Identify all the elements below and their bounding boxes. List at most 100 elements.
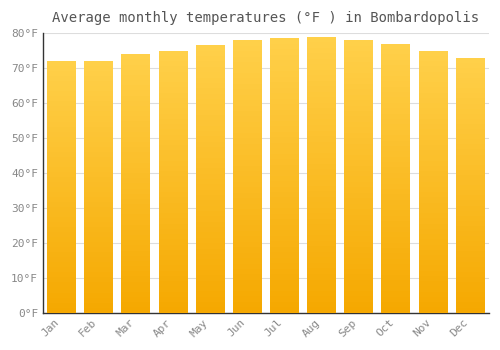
Bar [307, 236, 336, 241]
Bar [84, 71, 113, 76]
Bar [158, 276, 188, 281]
Bar [233, 193, 262, 198]
Bar [47, 142, 76, 147]
Bar [270, 55, 299, 61]
Bar [196, 51, 224, 56]
Bar [382, 124, 410, 130]
Bar [196, 190, 224, 195]
Bar [456, 185, 485, 190]
Bar [233, 269, 262, 274]
Bar [122, 251, 150, 256]
Bar [158, 307, 188, 313]
Bar [344, 171, 374, 176]
Bar [84, 86, 113, 91]
Bar [233, 106, 262, 111]
Bar [456, 277, 485, 282]
Bar [233, 84, 262, 89]
Bar [456, 211, 485, 216]
Bar [84, 127, 113, 132]
Bar [270, 252, 299, 258]
Bar [233, 122, 262, 127]
Bar [418, 208, 448, 213]
Bar [456, 98, 485, 104]
Bar [196, 195, 224, 201]
Bar [344, 231, 374, 236]
Bar [196, 110, 224, 115]
Bar [84, 81, 113, 86]
Bar [307, 302, 336, 307]
Bar [382, 275, 410, 280]
Bar [122, 219, 150, 225]
Bar [382, 81, 410, 87]
Bar [158, 302, 188, 307]
Bar [344, 51, 374, 57]
Bar [456, 292, 485, 298]
Bar [84, 252, 113, 257]
Bar [270, 176, 299, 181]
Bar [344, 46, 374, 51]
Bar [122, 137, 150, 142]
Bar [122, 215, 150, 219]
Bar [47, 278, 76, 282]
Bar [84, 111, 113, 117]
Bar [196, 254, 224, 259]
Bar [270, 164, 299, 170]
Bar [47, 66, 76, 71]
Bar [344, 57, 374, 62]
Bar [122, 101, 150, 106]
Bar [382, 296, 410, 302]
Bar [418, 119, 448, 124]
Bar [344, 291, 374, 296]
Bar [158, 113, 188, 119]
Bar [382, 307, 410, 313]
Bar [84, 282, 113, 287]
Bar [270, 214, 299, 219]
Bar [158, 260, 188, 266]
Bar [270, 274, 299, 280]
Bar [233, 51, 262, 57]
Bar [233, 62, 262, 68]
Bar [344, 204, 374, 209]
Bar [47, 96, 76, 102]
Bar [233, 166, 262, 171]
Bar [382, 108, 410, 114]
Bar [84, 287, 113, 293]
Bar [84, 207, 113, 212]
Bar [270, 132, 299, 137]
Bar [47, 227, 76, 232]
Bar [456, 73, 485, 78]
Bar [84, 66, 113, 71]
Bar [456, 282, 485, 287]
Bar [233, 285, 262, 291]
Bar [307, 307, 336, 313]
Bar [84, 247, 113, 252]
Bar [307, 197, 336, 202]
Bar [307, 136, 336, 141]
Bar [122, 121, 150, 127]
Bar [270, 159, 299, 164]
Bar [270, 77, 299, 82]
Bar [456, 78, 485, 83]
Bar [47, 252, 76, 257]
Bar [270, 99, 299, 104]
Bar [307, 268, 336, 274]
Bar [158, 88, 188, 93]
Bar [382, 302, 410, 307]
Bar [158, 297, 188, 302]
Bar [418, 276, 448, 281]
Bar [233, 198, 262, 204]
Bar [307, 180, 336, 186]
Bar [233, 117, 262, 122]
Bar [122, 204, 150, 209]
Bar [47, 212, 76, 217]
Bar [196, 131, 224, 136]
Bar [344, 280, 374, 285]
Bar [307, 158, 336, 164]
Bar [196, 222, 224, 227]
Bar [122, 271, 150, 276]
Bar [418, 297, 448, 302]
Bar [456, 58, 485, 63]
Bar [456, 216, 485, 221]
Bar [158, 56, 188, 61]
Bar [418, 229, 448, 234]
